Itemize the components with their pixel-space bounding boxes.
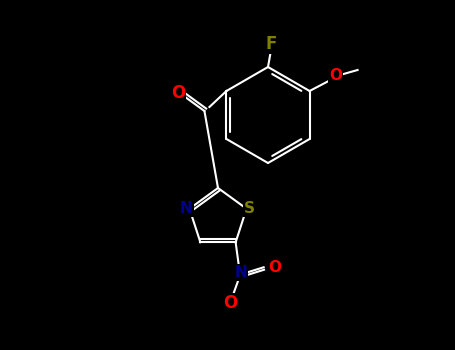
Text: S: S [244, 201, 255, 216]
Text: N: N [180, 201, 193, 216]
Text: O: O [223, 294, 238, 312]
Text: O: O [171, 84, 186, 102]
Text: O: O [329, 69, 342, 84]
Text: N: N [234, 265, 247, 280]
Text: O: O [268, 260, 281, 275]
Text: F: F [265, 35, 277, 53]
